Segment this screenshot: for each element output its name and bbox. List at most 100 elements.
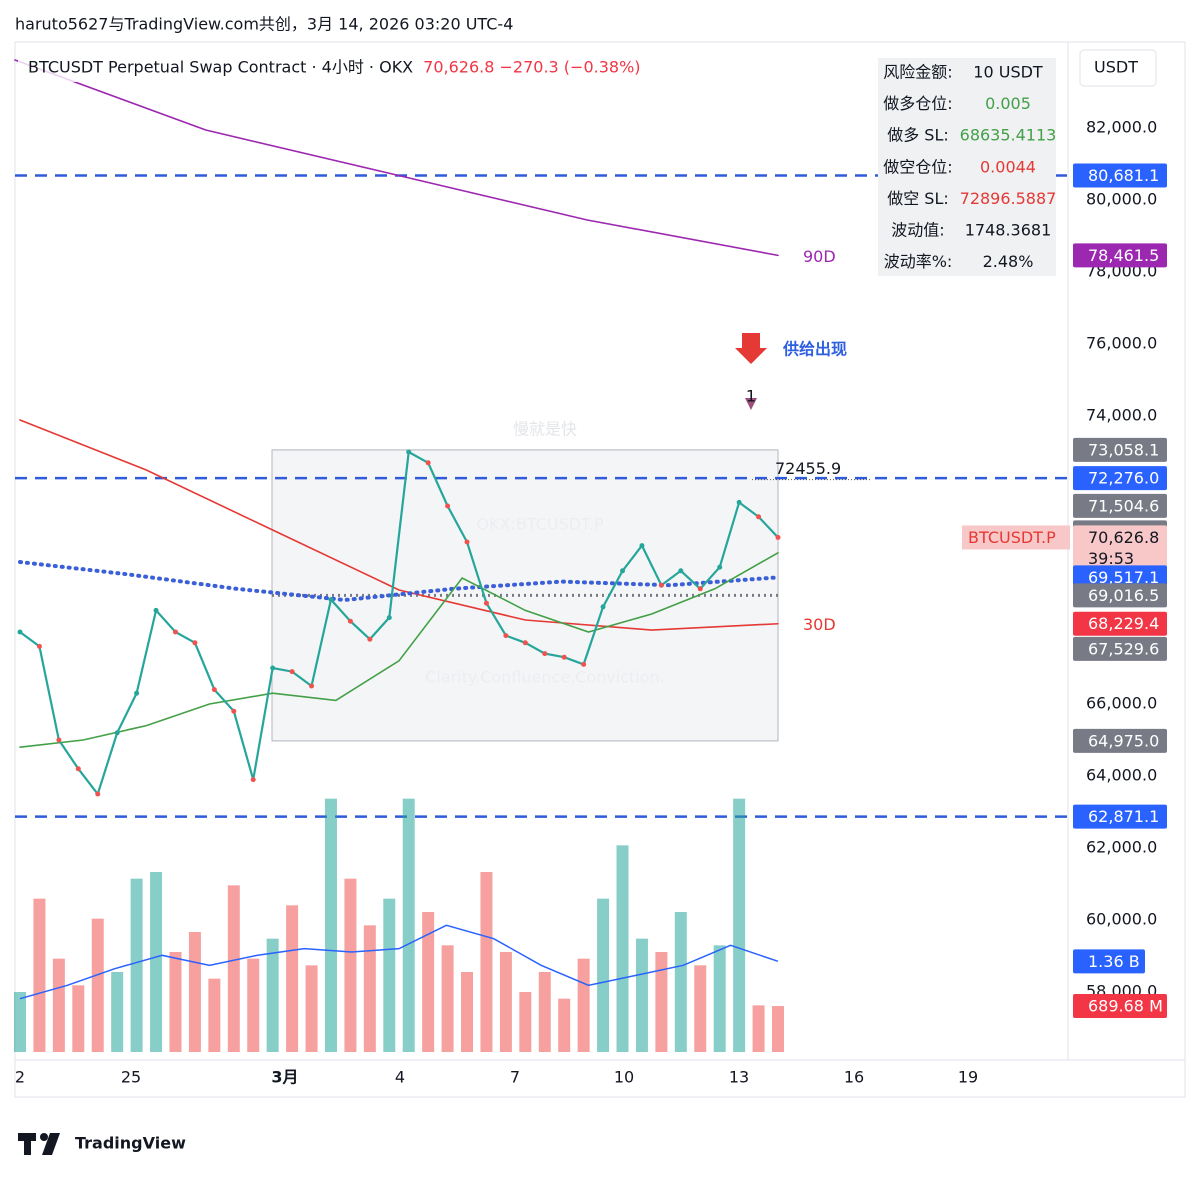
watermark: 慢就是快 <box>513 420 577 439</box>
volume-bar <box>72 985 85 1052</box>
price-point <box>503 633 509 639</box>
price-point <box>697 586 703 592</box>
price-point <box>347 618 353 624</box>
volume-bar <box>558 998 571 1052</box>
table-key: 波动率%: <box>884 252 953 271</box>
price-point <box>95 791 101 797</box>
x-tick-label: 4 <box>395 1068 405 1087</box>
marker-label: 1 <box>746 387 756 406</box>
volume-bar <box>577 958 590 1052</box>
price-badge-label: 72,276.0 <box>1088 469 1159 488</box>
logo <box>18 1133 60 1155</box>
table-key: 风险金额: <box>883 63 952 82</box>
x-tick-label: 2 <box>15 1068 25 1087</box>
x-tick-label: 7 <box>510 1068 520 1087</box>
volume-bar <box>480 872 493 1052</box>
indicator-line <box>19 551 779 748</box>
price-point <box>192 640 198 646</box>
volume-bar <box>247 958 260 1052</box>
volume-bar <box>597 898 610 1052</box>
price-point <box>250 777 256 783</box>
table-value: 2.48% <box>983 252 1034 271</box>
volume-badge <box>1073 949 1145 974</box>
price-point <box>114 730 120 736</box>
note-label: 72455.9 <box>775 459 841 478</box>
price-point <box>231 708 237 714</box>
currency[interactable]: USDT <box>1094 58 1138 77</box>
volume-bar <box>616 845 629 1052</box>
price-badge <box>1073 583 1167 608</box>
symbol: BTCUSDT Perpetual Swap Contract · 4小时 · … <box>28 58 413 77</box>
x-tick-label: 3月 <box>271 1068 298 1087</box>
price-badge <box>1073 243 1167 268</box>
volume-bar <box>461 972 474 1052</box>
volume-bar <box>344 878 357 1052</box>
price-point <box>172 629 178 635</box>
price-point <box>620 568 626 574</box>
volume-bar <box>188 932 201 1052</box>
volume-average <box>19 924 779 1000</box>
volume-badge-label: 689.68 M <box>1088 997 1163 1016</box>
price-point <box>542 651 548 657</box>
x-tick-label: 25 <box>121 1068 141 1087</box>
volume-bar <box>208 978 221 1052</box>
price-point <box>386 615 392 621</box>
price-badge <box>1073 636 1167 661</box>
price-point <box>639 543 645 549</box>
price-point <box>658 582 664 588</box>
volume-bar <box>111 972 124 1052</box>
y-tick-label: 66,000.0 <box>1086 693 1157 712</box>
price-point <box>289 669 295 675</box>
volume-bar <box>150 872 163 1052</box>
price-point <box>134 690 140 696</box>
volume-bar <box>266 938 279 1052</box>
y-tick-label: 64,000.0 <box>1086 765 1157 784</box>
price-point <box>600 604 606 610</box>
price-badge <box>1073 163 1167 188</box>
currency-button[interactable] <box>1079 49 1157 87</box>
price-badge-label: 70,626.8 <box>1088 528 1159 547</box>
volume-bar <box>713 945 726 1052</box>
price-badge-label: 78,461.5 <box>1088 246 1159 265</box>
price-badge-label: 71,504.6 <box>1088 496 1159 515</box>
y-tick-label: 62,000.0 <box>1086 837 1157 856</box>
price-line <box>19 450 779 797</box>
volume-bar <box>635 938 648 1052</box>
volume-bar <box>14 992 26 1052</box>
volume-bar <box>538 972 551 1052</box>
table-value: 1748.3681 <box>965 221 1052 240</box>
countdown: 39:53 <box>1088 549 1134 568</box>
price-point <box>717 564 723 570</box>
y-tick-label: 76,000.0 <box>1086 333 1157 352</box>
arrow <box>735 333 767 364</box>
price-badge <box>1073 437 1167 462</box>
price-badge <box>1073 466 1167 491</box>
indicator-line <box>18 560 780 603</box>
volume-bar <box>441 945 454 1052</box>
price-point <box>17 629 23 635</box>
price-point <box>75 766 81 772</box>
price-badge-label: 69,517.1 <box>1088 568 1159 587</box>
price-badge <box>1073 804 1167 829</box>
volume-badge <box>1073 994 1167 1019</box>
price-point <box>270 665 276 671</box>
price-point <box>464 539 470 545</box>
price-badge-label: 67,529.6 <box>1088 639 1159 658</box>
volume-bar <box>674 912 687 1052</box>
volume-bar <box>305 965 318 1052</box>
line-label: 90D <box>803 247 836 266</box>
price-point <box>775 534 781 540</box>
volume-bar <box>286 905 299 1052</box>
price-point <box>406 449 412 455</box>
price-badge <box>1073 525 1167 574</box>
price-point <box>211 687 217 693</box>
price-badge <box>1073 493 1167 518</box>
volume-bar <box>402 798 415 1052</box>
volume-bar <box>383 898 396 1052</box>
table-key: 做空 SL: <box>887 189 949 208</box>
price-badge-label: 62,871.1 <box>1088 807 1159 826</box>
y-tick-label: 82,000.0 <box>1086 118 1157 137</box>
ticker-label: BTCUSDT.P <box>968 528 1056 547</box>
price-badge-label: 69,016.5 <box>1088 586 1159 605</box>
price-badge <box>1073 565 1167 590</box>
